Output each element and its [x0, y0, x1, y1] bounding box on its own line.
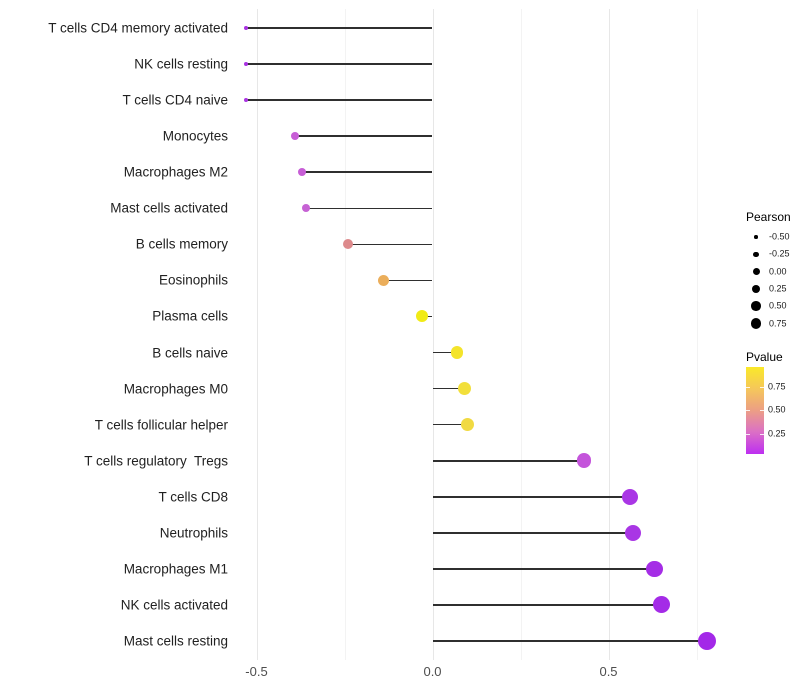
- lollipop-stem: [245, 99, 433, 101]
- lollipop-dot: [652, 596, 670, 614]
- category-label: NK cells resting: [134, 56, 228, 72]
- gradient-tick-right: [760, 410, 764, 411]
- lollipop-dot: [243, 25, 249, 31]
- category-label: Mast cells activated: [110, 200, 228, 216]
- lollipop-dot: [576, 453, 592, 468]
- category-label: Macrophages M0: [123, 380, 228, 396]
- category-label: Macrophages M2: [123, 164, 228, 180]
- gridline-major: [256, 9, 258, 660]
- size-legend-dot: [753, 251, 759, 258]
- lollipop-dot: [646, 560, 663, 578]
- gridline-major: [608, 9, 610, 660]
- gridline-major: [432, 9, 434, 660]
- category-label: Macrophages M1: [123, 561, 228, 577]
- gradient-tick-left: [746, 410, 750, 411]
- pvalue-legend-label: 0.75: [768, 381, 786, 391]
- lollipop-stem: [432, 568, 655, 570]
- category-label: Mast cells resting: [123, 633, 228, 649]
- lollipop-dot: [243, 97, 249, 103]
- size-legend-dot: [751, 284, 761, 294]
- category-label: T cells CD4 naive: [122, 92, 228, 108]
- size-legend-label: 0.00: [769, 266, 787, 277]
- lollipop-dot: [343, 239, 354, 250]
- lollipop-dot: [621, 488, 638, 505]
- x-tick-label: 0.0: [423, 664, 442, 679]
- gridline-minor: [344, 9, 346, 660]
- lollipop-dot: [461, 418, 475, 432]
- lollipop-stem: [383, 279, 433, 282]
- lollipop-dot: [377, 274, 389, 286]
- lollipop-dot: [625, 524, 642, 541]
- lollipop-stem: [245, 63, 433, 65]
- pvalue-legend-label: 0.25: [768, 428, 786, 438]
- size-legend-label: -0.50: [769, 231, 790, 242]
- lollipop-stem: [432, 495, 630, 498]
- size-legend-label: 0.25: [769, 283, 787, 294]
- pvalue-legend-label: 0.50: [768, 404, 786, 415]
- lollipop-stem: [432, 604, 662, 606]
- size-legend-label: -0.25: [769, 248, 790, 259]
- lollipop-dot: [415, 310, 428, 323]
- category-label: B cells naive: [152, 344, 228, 360]
- lollipop-stem: [305, 207, 433, 210]
- gradient-tick-right: [760, 433, 764, 435]
- pearson-legend-title: Pearson: [746, 210, 791, 224]
- gridline-minor: [520, 9, 522, 660]
- category-label: T cells follicular helper: [94, 416, 228, 432]
- gridline-minor: [696, 9, 698, 660]
- size-legend-dot: [752, 268, 760, 276]
- lollipop-stem: [432, 351, 458, 354]
- category-label: T cells CD8: [158, 489, 228, 505]
- gradient-tick-left: [746, 386, 750, 388]
- size-legend-label: 0.50: [769, 300, 787, 311]
- lollipop-dot: [457, 382, 471, 396]
- lollipop-dot: [298, 168, 307, 177]
- lollipop-dot: [301, 204, 310, 213]
- lollipop-stem: [432, 532, 634, 534]
- lollipop-stem: [432, 387, 465, 390]
- lollipop-stem: [295, 135, 433, 137]
- pvalue-gradient-bar: [746, 367, 764, 454]
- category-label: Monocytes: [162, 128, 228, 144]
- category-label: T cells CD4 memory activated: [48, 20, 228, 36]
- x-tick-label: 0.5: [599, 664, 618, 679]
- category-label: NK cells activated: [120, 597, 228, 613]
- lollipop-stem: [348, 243, 433, 246]
- lollipop-dot: [291, 132, 300, 141]
- pvalue-legend-title: Pvalue: [746, 350, 783, 364]
- x-tick-label: -0.5: [245, 664, 268, 679]
- size-legend-dot: [754, 235, 758, 239]
- category-label: Plasma cells: [152, 308, 228, 324]
- category-label: T cells regulatory Tregs: [84, 452, 228, 468]
- gradient-tick-left: [746, 433, 750, 435]
- lollipop-dot: [450, 346, 464, 359]
- lollipop-stem: [432, 423, 468, 426]
- size-legend-dot: [751, 301, 761, 311]
- lollipop-stem: [302, 171, 433, 174]
- lollipop-dot: [698, 632, 717, 651]
- lollipop-stem: [432, 459, 584, 462]
- size-legend-dot: [750, 318, 762, 329]
- lollipop-dot: [243, 61, 249, 67]
- category-label: Eosinophils: [158, 272, 228, 288]
- gradient-tick-right: [760, 386, 764, 388]
- category-label: Neutrophils: [159, 525, 228, 541]
- size-legend-label: 0.75: [769, 318, 787, 328]
- category-label: B cells memory: [135, 236, 228, 252]
- lollipop-stem: [432, 640, 708, 642]
- lollipop-stem: [245, 27, 433, 29]
